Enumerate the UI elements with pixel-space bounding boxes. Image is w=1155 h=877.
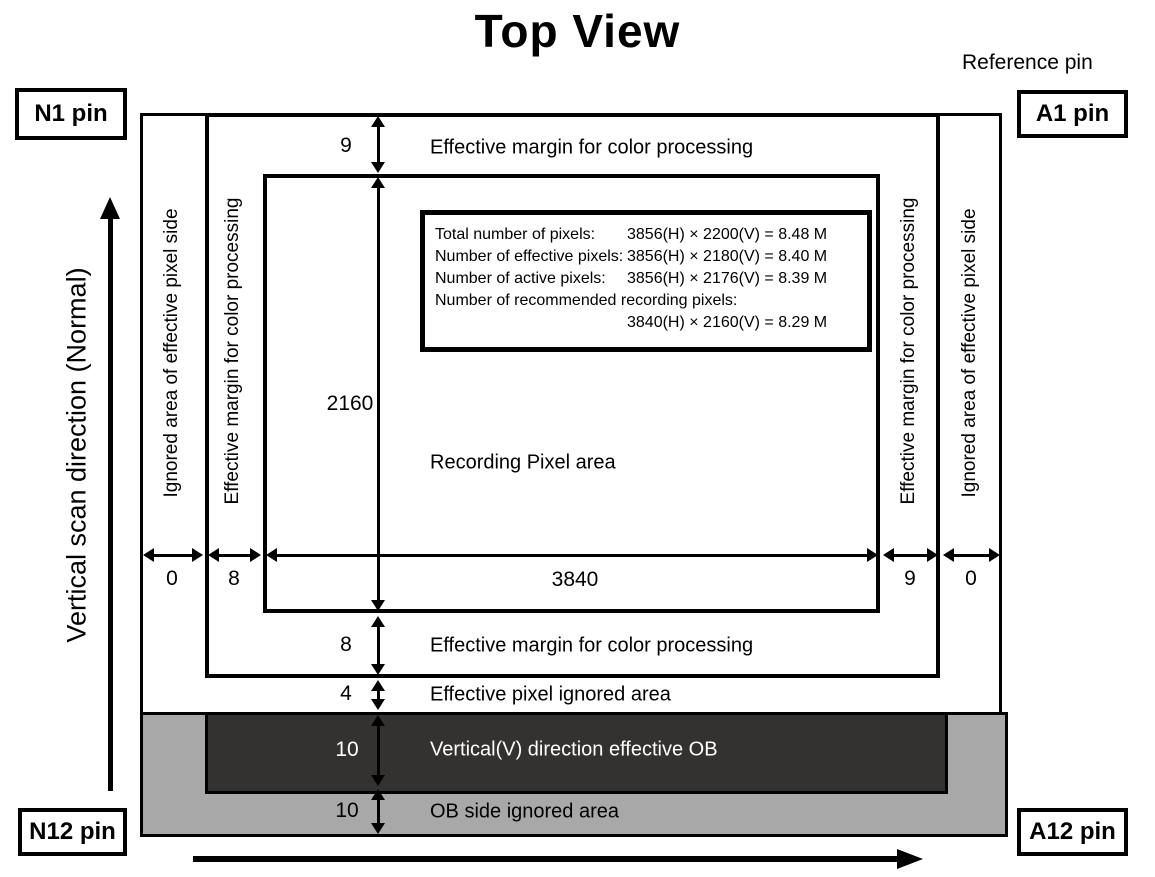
info-label: Total number of pixels: (435, 226, 596, 243)
info-row: 3840(H) × 2160(V) = 8.29 M (435, 312, 857, 334)
info-label: Number of active pixels: (435, 270, 606, 287)
bottom-margin-label: Effective margin for color processing (430, 634, 754, 657)
ob-ignored-label: OB side ignored area (430, 800, 620, 823)
info-label: Number of effective pixels: (435, 248, 624, 265)
ob-band-value: 10 (335, 738, 359, 761)
ob-ignored-value: 10 (335, 799, 359, 822)
pin-label-n12: N12 pin (29, 818, 116, 845)
pin-label-n1: N1 pin (34, 100, 108, 127)
pin-box-a12: A12 pin (1017, 808, 1128, 856)
pixel-info-box: Total number of pixels: 3856(H) × 2200(V)… (420, 210, 872, 352)
pin-label-a1: A1 pin (1035, 100, 1110, 127)
recording-width-arrow (266, 547, 878, 563)
info-row: Number of recommended recording pixels: (435, 290, 857, 312)
ob-band-label: Vertical(V) direction effective OB (430, 738, 718, 761)
right-ignored-width-value: 0 (965, 567, 977, 590)
info-value: 3856(H) × 2200(V) = 8.48 M (627, 226, 828, 243)
info-row: Number of effective pixels: 3856(H) × 218… (435, 246, 857, 268)
recording-width-value: 3840 (551, 568, 599, 591)
pin-box-a1: A1 pin (1017, 90, 1128, 138)
info-row: Total number of pixels: 3856(H) × 2200(V)… (435, 224, 857, 246)
right-margin-width-value: 9 (904, 567, 916, 590)
horizontal-scan-arrow (193, 849, 923, 869)
right-ignored-column-label: Ignored area of effective pixel side (959, 208, 980, 498)
effective-ob-band (205, 712, 948, 794)
left-margin-width-value: 8 (228, 567, 240, 590)
scan-direction-label: Vertical scan direction (Normal) (61, 267, 92, 643)
recording-height-arrow (370, 177, 386, 611)
bottom-margin-value: 8 (340, 633, 352, 656)
page-title: Top View (474, 5, 681, 57)
scan-direction-arrow (100, 197, 120, 791)
right-ignored-width-arrow (943, 547, 1000, 563)
recording-area-label: Recording Pixel area (430, 451, 616, 474)
top-margin-label: Effective margin for color processing (430, 136, 754, 159)
left-margin-column-label: Effective margin for color processing (222, 197, 243, 505)
left-ignored-column-label: Ignored area of effective pixel side (161, 208, 182, 498)
reference-pin-label: Reference pin (962, 51, 1093, 74)
info-value: 3856(H) × 2180(V) = 8.40 M (627, 248, 828, 265)
pin-label-a12: A12 pin (1029, 818, 1116, 845)
info-label: Number of recommended recording pixels: (435, 292, 738, 309)
left-margin-width-arrow (208, 547, 261, 563)
recording-pixel-outline (263, 174, 880, 613)
ignored-band-label: Effective pixel ignored area (430, 683, 671, 706)
top-margin-dimension-arrow (370, 116, 386, 173)
pin-box-n12: N12 pin (18, 808, 127, 856)
ignored-band-value: 4 (340, 682, 352, 705)
ob-ignored-dimension-arrow (370, 789, 386, 834)
info-row: Number of active pixels: 3856(H) × 2176(V… (435, 268, 857, 290)
left-ignored-width-value: 0 (166, 567, 178, 590)
top-margin-value: 9 (340, 134, 352, 157)
ob-band-dimension-arrow (370, 715, 386, 786)
info-value: 3840(H) × 2160(V) = 8.29 M (627, 314, 828, 331)
info-value: 3856(H) × 2176(V) = 8.39 M (627, 270, 828, 287)
pin-box-n1: N1 pin (15, 88, 127, 140)
ignored-band-dimension-arrow (370, 680, 386, 710)
effective-pixel-outline (205, 113, 940, 678)
right-margin-column-label: Effective margin for color processing (898, 197, 919, 505)
bottom-margin-dimension-arrow (370, 616, 386, 675)
recording-height-value: 2160 (326, 392, 374, 415)
right-margin-width-arrow (883, 547, 938, 563)
left-ignored-width-arrow (143, 547, 203, 563)
